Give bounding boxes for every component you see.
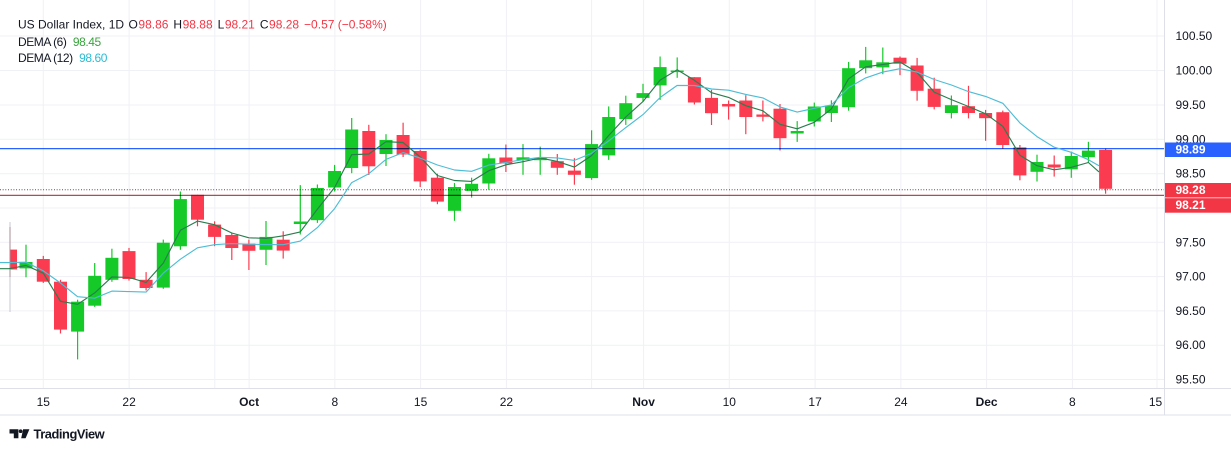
svg-text:22: 22 xyxy=(122,395,136,409)
svg-text:24: 24 xyxy=(894,395,908,409)
svg-text:8: 8 xyxy=(1069,395,1076,409)
svg-text:97.00: 97.00 xyxy=(1176,270,1206,284)
svg-text:22: 22 xyxy=(500,395,514,409)
svg-text:98.50: 98.50 xyxy=(1176,167,1206,181)
svg-text:95.50: 95.50 xyxy=(1176,373,1206,387)
svg-text:100.00: 100.00 xyxy=(1176,64,1213,78)
svg-text:96.50: 96.50 xyxy=(1176,304,1206,318)
svg-text:15: 15 xyxy=(1149,395,1163,409)
svg-text:8: 8 xyxy=(332,395,339,409)
svg-text:DEMA (12)98.60: DEMA (12) 98.60 xyxy=(18,51,108,65)
svg-text:TradingView: TradingView xyxy=(34,426,106,441)
svg-text:DEMA (6)98.45: DEMA (6) 98.45 xyxy=(18,35,101,49)
svg-text:98.21: 98.21 xyxy=(1176,198,1206,212)
svg-text:15: 15 xyxy=(414,395,428,409)
svg-text:96.00: 96.00 xyxy=(1176,338,1206,352)
svg-text:15: 15 xyxy=(37,395,51,409)
svg-text:97.50: 97.50 xyxy=(1176,235,1206,249)
svg-text:98.28: 98.28 xyxy=(1176,183,1206,197)
svg-text:Dec: Dec xyxy=(976,395,998,409)
svg-text:10: 10 xyxy=(723,395,737,409)
svg-text:17: 17 xyxy=(808,395,822,409)
svg-text:99.50: 99.50 xyxy=(1176,98,1206,112)
svg-text:Nov: Nov xyxy=(632,395,655,409)
svg-text:98.89: 98.89 xyxy=(1176,143,1206,157)
svg-text:Oct: Oct xyxy=(239,395,259,409)
svg-text:100.50: 100.50 xyxy=(1176,29,1213,43)
